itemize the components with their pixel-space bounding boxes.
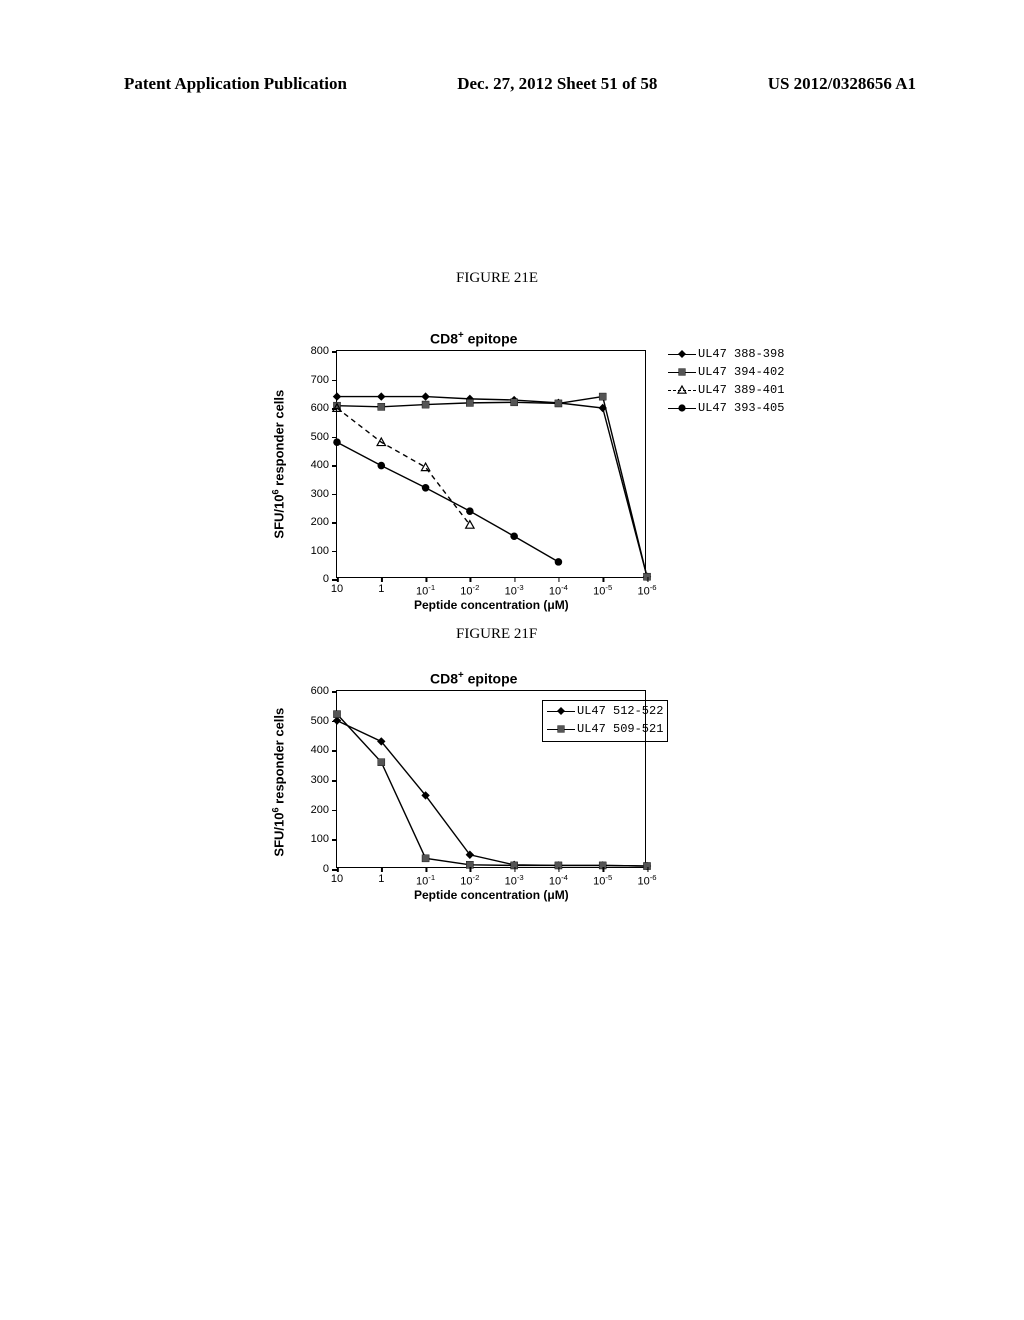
x-tick: 10-5 (593, 577, 612, 598)
y-tick: 500 (311, 715, 337, 727)
x-tick: 10-2 (460, 867, 479, 888)
x-tick: 1 (378, 867, 384, 885)
chart-box-e: 010020030040050060070080010110-110-210-3… (336, 350, 646, 578)
chart-plot-e (337, 351, 645, 577)
figure-21e: FIGURE 21E CD8+ epitope SFU/106 responde… (256, 296, 816, 616)
y-axis-label-e: SFU/106 responder cells (270, 390, 286, 539)
figure-label-f: FIGURE 21F (456, 626, 537, 643)
circle-marker-icon (668, 402, 696, 414)
x-tick: 10 (331, 867, 343, 885)
y-tick: 100 (311, 833, 337, 845)
chart-title-f: CD8+ epitope (430, 670, 517, 687)
square-marker-icon (668, 366, 696, 378)
x-tick: 10-1 (416, 867, 435, 888)
x-tick: 10-1 (416, 577, 435, 598)
x-tick: 10-2 (460, 577, 479, 598)
x-tick: 10-3 (505, 867, 524, 888)
x-axis-label-e: Peptide concentration (μM) (414, 598, 569, 612)
legend-item: UL47 394-402 (668, 364, 784, 380)
legend-label: UL47 512-522 (577, 704, 663, 718)
x-tick: 1 (378, 577, 384, 595)
y-axis-label-f: SFU/106 responder cells (270, 708, 286, 857)
legend-label: UL47 393-405 (698, 401, 784, 415)
x-tick: 10 (331, 577, 343, 595)
y-tick: 400 (311, 744, 337, 756)
legend-item: UL47 389-401 (668, 382, 784, 398)
x-tick: 10-4 (549, 577, 568, 598)
page-header: Patent Application Publication Dec. 27, … (0, 74, 1024, 94)
x-tick: 10-6 (637, 867, 656, 888)
x-tick: 10-6 (637, 577, 656, 598)
square-marker-icon (547, 723, 575, 735)
diamond-marker-icon (668, 348, 696, 360)
triangle-marker-icon (668, 384, 696, 396)
x-tick: 10-3 (505, 577, 524, 598)
y-tick: 300 (311, 488, 337, 500)
legend-label: UL47 388-398 (698, 347, 784, 361)
y-tick: 100 (311, 545, 337, 557)
legend-label: UL47 389-401 (698, 383, 784, 397)
y-tick: 700 (311, 374, 337, 386)
legend-item: UL47 512-522 (547, 703, 663, 719)
y-tick: 300 (311, 774, 337, 786)
y-tick: 500 (311, 431, 337, 443)
header-left: Patent Application Publication (124, 74, 347, 94)
y-tick: 600 (311, 402, 337, 414)
header-right: US 2012/0328656 A1 (768, 74, 916, 94)
y-tick: 400 (311, 459, 337, 471)
x-tick: 10-4 (549, 867, 568, 888)
y-tick: 600 (311, 685, 337, 697)
legend-e: UL47 388-398 UL47 394-402 UL47 389-401 UL47… (668, 346, 784, 418)
legend-label: UL47 509-521 (577, 722, 663, 736)
legend-f: UL47 512-522 UL47 509-521 (542, 700, 668, 742)
x-tick: 10-5 (593, 867, 612, 888)
header-center: Dec. 27, 2012 Sheet 51 of 58 (457, 74, 657, 94)
legend-item: UL47 388-398 (668, 346, 784, 362)
x-axis-label-f: Peptide concentration (μM) (414, 888, 569, 902)
legend-item: UL47 393-405 (668, 400, 784, 416)
y-tick: 800 (311, 345, 337, 357)
figure-21f: FIGURE 21F CD8+ epitope SFU/106 responde… (256, 650, 816, 910)
legend-label: UL47 394-402 (698, 365, 784, 379)
legend-item: UL47 509-521 (547, 721, 663, 737)
chart-title-e: CD8+ epitope (430, 330, 517, 347)
diamond-marker-icon (547, 705, 575, 717)
y-tick: 200 (311, 516, 337, 528)
figure-label-e: FIGURE 21E (456, 270, 538, 287)
y-tick: 200 (311, 804, 337, 816)
